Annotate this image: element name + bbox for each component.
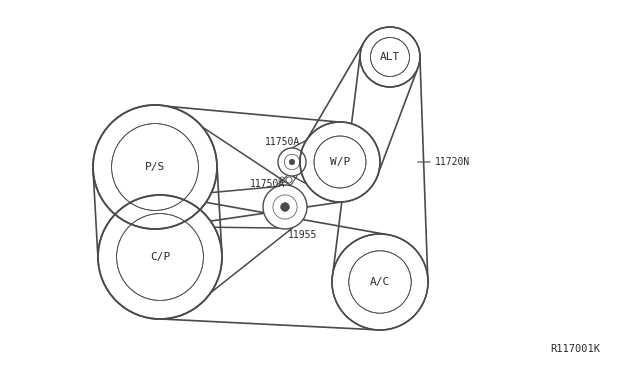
- Ellipse shape: [98, 195, 222, 319]
- Text: 11955: 11955: [288, 230, 317, 240]
- Circle shape: [280, 203, 289, 211]
- Ellipse shape: [300, 122, 380, 202]
- Ellipse shape: [332, 234, 428, 330]
- Circle shape: [263, 185, 307, 229]
- Ellipse shape: [360, 27, 420, 87]
- Text: 11750A: 11750A: [265, 137, 300, 147]
- Text: 11750A: 11750A: [250, 179, 285, 189]
- Ellipse shape: [93, 105, 217, 229]
- Text: A/C: A/C: [370, 277, 390, 287]
- Text: ALT: ALT: [380, 52, 400, 62]
- Text: C/P: C/P: [150, 252, 170, 262]
- Circle shape: [278, 148, 306, 176]
- Text: 11720N: 11720N: [435, 157, 470, 167]
- Text: W/P: W/P: [330, 157, 350, 167]
- Circle shape: [289, 159, 295, 165]
- Text: P/S: P/S: [145, 162, 165, 172]
- Text: R117001K: R117001K: [550, 344, 600, 354]
